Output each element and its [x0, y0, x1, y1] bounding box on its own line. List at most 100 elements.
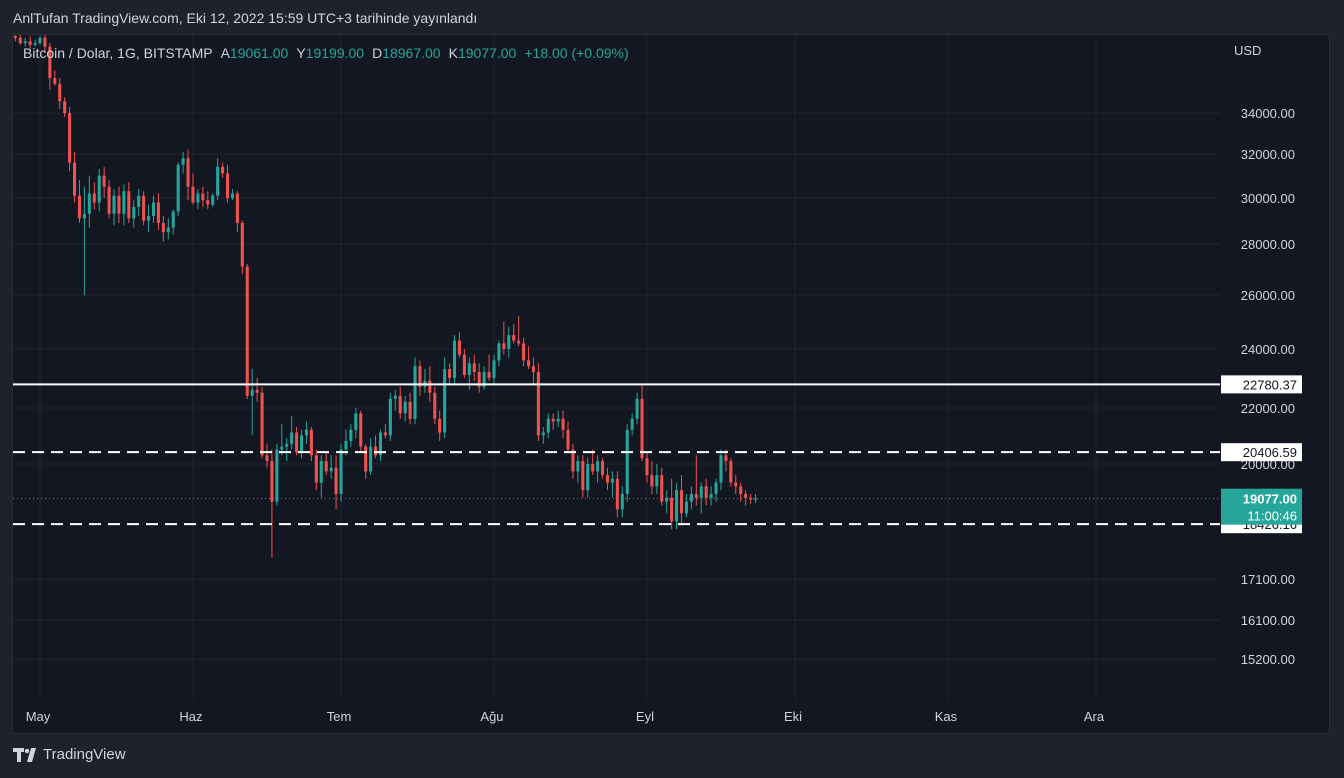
grid-layer [13, 35, 1220, 700]
high-value: 19199.00 [305, 45, 365, 61]
candle [344, 429, 348, 456]
candle [102, 166, 106, 198]
candle [13, 35, 17, 42]
candle [82, 186, 86, 295]
candle [556, 410, 560, 427]
candle [33, 39, 37, 47]
y-tick-label: 17100.00 [1241, 572, 1295, 587]
axis-layer: USD 34000.00 32000.00 30000.00 28000.00 26000… [26, 43, 1302, 724]
high-label: Y [296, 45, 306, 61]
candle [655, 464, 659, 494]
candle [225, 164, 230, 203]
candle [719, 449, 723, 491]
candle [77, 180, 82, 223]
countdown-label: 11:00:46 [1247, 509, 1297, 524]
candle [591, 449, 595, 476]
candle [181, 151, 185, 174]
tradingview-logo-icon [13, 747, 36, 762]
candle [660, 467, 664, 506]
candle [18, 35, 22, 45]
candle [260, 386, 264, 459]
candle [502, 321, 506, 355]
change-value: +18.00 (+0.09%) [524, 45, 629, 61]
x-tick-label: Ağu [480, 709, 503, 724]
candle [433, 386, 437, 425]
open-value: 19061.00 [229, 45, 289, 61]
candle [418, 360, 422, 396]
candle [413, 357, 417, 425]
candle [68, 107, 72, 172]
candle [457, 332, 461, 358]
y-tick-label: 30000.00 [1241, 191, 1295, 206]
level-layer [13, 383, 1220, 526]
x-tick-label: Eyl [636, 709, 654, 724]
candle [245, 263, 249, 399]
candle [23, 37, 27, 47]
publish-header: AnlTufan TradingView.com, Eki 12, 2022 1… [13, 10, 478, 26]
tradingview-logo[interactable]: TradingView [13, 746, 126, 763]
candle [58, 78, 62, 110]
last-price-label: 19077.00 [1243, 492, 1297, 507]
candle [349, 424, 353, 447]
candle [443, 357, 447, 439]
candle [191, 173, 195, 205]
candle [201, 186, 205, 207]
candle [448, 363, 452, 384]
candle [605, 467, 610, 491]
candle [250, 369, 254, 436]
candle [255, 377, 259, 402]
candle [38, 36, 42, 45]
x-tick-label: Haz [179, 709, 202, 724]
candle [675, 482, 679, 530]
candle [507, 326, 511, 358]
candle [739, 482, 743, 502]
candle [749, 493, 753, 504]
candle [339, 443, 343, 502]
candle [122, 184, 126, 226]
candle [329, 455, 333, 479]
candle [211, 193, 215, 207]
candle-layer [13, 35, 758, 558]
candle [324, 452, 328, 476]
close-value: 19077.00 [457, 45, 517, 61]
y-tick-label: 22000.00 [1241, 401, 1295, 416]
candle [635, 392, 639, 425]
candle [679, 475, 684, 526]
candle [117, 186, 121, 223]
candle [744, 490, 748, 506]
candle [536, 363, 540, 441]
candle [176, 162, 180, 217]
candle [423, 369, 427, 393]
candle [240, 220, 244, 275]
candle [107, 180, 111, 219]
candle [53, 70, 57, 86]
candle [295, 426, 299, 456]
x-tick-label: Kas [935, 709, 958, 724]
y-tick-label: 32000.00 [1241, 147, 1295, 162]
candle [492, 354, 496, 384]
last-price-tag: 19077.00 11:00:46 [1221, 488, 1302, 525]
candle [73, 151, 77, 203]
y-tick-label: 15200.00 [1241, 652, 1295, 667]
candle [452, 335, 457, 384]
candle [408, 392, 412, 425]
candle [97, 169, 101, 212]
candle [290, 416, 294, 450]
candle [63, 97, 67, 117]
candle [147, 204, 151, 233]
candle [354, 408, 358, 439]
candle [714, 478, 718, 502]
candle [285, 438, 289, 462]
symbol-name[interactable]: Bitcoin / Dolar, 1G, BITSTAMP [23, 45, 213, 61]
candle [398, 386, 402, 419]
candle [551, 413, 555, 430]
candle [517, 316, 521, 347]
svg-text:20406.59: 20406.59 [1243, 445, 1297, 460]
candle [596, 455, 600, 483]
candle [601, 458, 605, 479]
candle [92, 182, 96, 210]
candle [684, 493, 688, 518]
candle [581, 455, 585, 498]
candle [314, 449, 318, 491]
